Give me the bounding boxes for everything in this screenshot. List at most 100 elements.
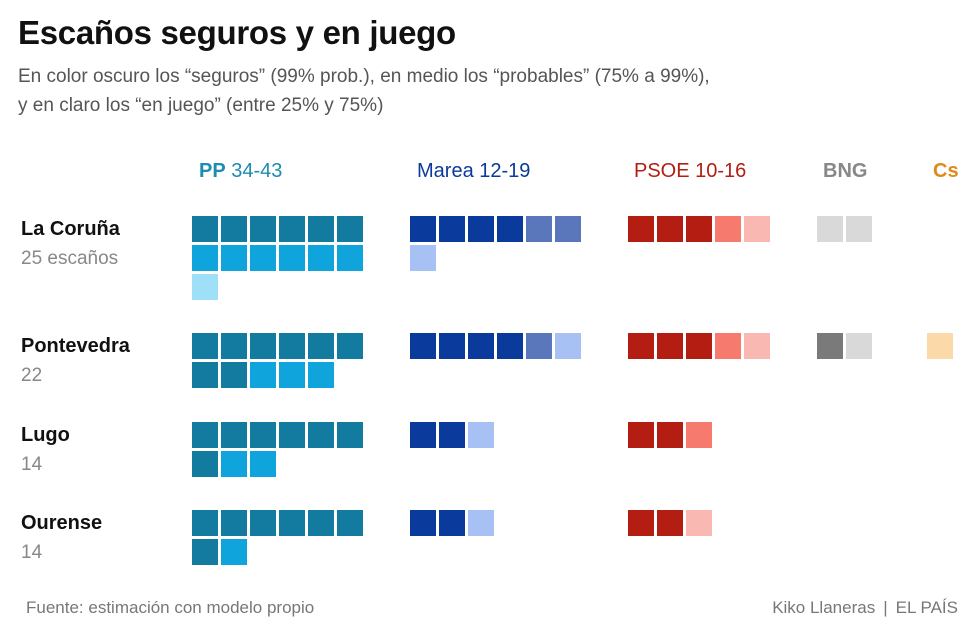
party-header-psoe: PSOE 10-16 bbox=[634, 160, 746, 183]
seat-square-marea-seguro bbox=[439, 510, 465, 536]
seat-square-pp-seguro bbox=[279, 216, 305, 242]
source-note: Fuente: estimación con modelo propio bbox=[26, 598, 315, 617]
region-seat-count: 14 bbox=[21, 454, 43, 475]
seat-square-pp-probable bbox=[279, 362, 305, 388]
seat-square-bng-seguro bbox=[817, 333, 843, 359]
seat-square-psoe-probable bbox=[715, 333, 741, 359]
seat-square-pp-seguro bbox=[221, 422, 247, 448]
seat-square-marea-seguro bbox=[468, 216, 494, 242]
party-name: PSOE bbox=[634, 160, 690, 182]
seat-square-psoe-en-juego bbox=[686, 510, 712, 536]
seat-square-marea-seguro bbox=[439, 333, 465, 359]
seat-square-psoe-probable bbox=[715, 216, 741, 242]
seat-square-pp-seguro bbox=[337, 216, 363, 242]
seat-square-psoe-seguro bbox=[657, 333, 683, 359]
seat-square-pp-seguro bbox=[279, 333, 305, 359]
credit-separator: | bbox=[883, 598, 888, 617]
chart-title: Escaños seguros y en juego bbox=[18, 14, 456, 51]
seat-square-psoe-seguro bbox=[628, 333, 654, 359]
seat-square-pp-seguro bbox=[250, 422, 276, 448]
seat-square-pp-probable bbox=[250, 362, 276, 388]
seat-square-pp-seguro bbox=[337, 422, 363, 448]
seat-square-pp-seguro bbox=[192, 216, 218, 242]
seat-square-pp-seguro bbox=[250, 333, 276, 359]
seat-square-marea-en-juego bbox=[410, 245, 436, 271]
seat-square-marea-en-juego bbox=[468, 422, 494, 448]
seat-square-pp-probable bbox=[308, 362, 334, 388]
outlet-name: EL PAÍS bbox=[895, 598, 958, 617]
seat-square-pp-probable bbox=[192, 245, 218, 271]
seat-square-bng-en-juego bbox=[846, 216, 872, 242]
party-header-marea: Marea 12-19 bbox=[417, 160, 530, 183]
seat-square-psoe-en-juego bbox=[744, 333, 770, 359]
seat-square-bng-en-juego bbox=[846, 333, 872, 359]
seat-square-psoe-seguro bbox=[686, 333, 712, 359]
region-name: Ourense bbox=[21, 512, 103, 534]
seat-square-pp-seguro bbox=[192, 539, 218, 565]
seat-square-marea-seguro bbox=[439, 422, 465, 448]
seat-square-pp-seguro bbox=[192, 333, 218, 359]
seat-square-marea-seguro bbox=[497, 216, 523, 242]
region-seat-count: 14 bbox=[21, 542, 43, 563]
seat-square-pp-seguro bbox=[308, 510, 334, 536]
seat-square-psoe-seguro bbox=[657, 422, 683, 448]
seat-square-marea-seguro bbox=[439, 216, 465, 242]
seat-square-pp-seguro bbox=[221, 333, 247, 359]
seat-square-pp-probable bbox=[279, 245, 305, 271]
chart-subtitle-line-1: En color oscuro los “seguros” (99% prob.… bbox=[18, 66, 710, 87]
party-name: Cs bbox=[933, 160, 959, 182]
seat-square-pp-seguro bbox=[221, 362, 247, 388]
seat-square-pp-seguro bbox=[308, 422, 334, 448]
seat-square-pp-seguro bbox=[337, 333, 363, 359]
region-seat-count: 25 escaños bbox=[21, 248, 119, 269]
seat-square-pp-seguro bbox=[308, 333, 334, 359]
seat-square-bng-en-juego bbox=[817, 216, 843, 242]
seat-square-pp-seguro bbox=[250, 216, 276, 242]
seat-square-psoe-seguro bbox=[657, 510, 683, 536]
region-name: La Coruña bbox=[21, 218, 120, 240]
party-seat-range: 10-16 bbox=[689, 160, 747, 182]
seat-square-marea-probable bbox=[526, 333, 552, 359]
seat-square-pp-probable bbox=[250, 245, 276, 271]
seat-square-marea-seguro bbox=[410, 216, 436, 242]
seat-square-pp-probable bbox=[221, 245, 247, 271]
seat-square-marea-seguro bbox=[497, 333, 523, 359]
seat-square-pp-seguro bbox=[192, 422, 218, 448]
seat-square-pp-seguro bbox=[192, 510, 218, 536]
credit: Kiko Llaneras | EL PAÍS bbox=[772, 598, 958, 618]
seat-square-pp-seguro bbox=[250, 510, 276, 536]
seat-square-psoe-seguro bbox=[628, 216, 654, 242]
seat-square-pp-probable bbox=[337, 245, 363, 271]
seat-square-pp-seguro bbox=[221, 510, 247, 536]
seat-square-pp-probable bbox=[221, 539, 247, 565]
author-name: Kiko Llaneras bbox=[772, 598, 876, 617]
seat-square-marea-en-juego bbox=[555, 333, 581, 359]
seat-square-marea-seguro bbox=[410, 422, 436, 448]
party-seat-range: 34-43 bbox=[225, 160, 283, 182]
chart-subtitle-line-2: y en claro los “en juego” (entre 25% y 7… bbox=[18, 95, 384, 116]
seat-square-marea-en-juego bbox=[468, 510, 494, 536]
seat-square-marea-seguro bbox=[468, 333, 494, 359]
party-header-bng: BNG bbox=[823, 160, 867, 183]
party-name: BNG bbox=[823, 160, 868, 182]
region-seat-count: 22 bbox=[21, 365, 43, 386]
seat-square-pp-en-juego bbox=[192, 274, 218, 300]
seat-square-psoe-seguro bbox=[628, 510, 654, 536]
party-header-pp: PP 34-43 bbox=[199, 160, 282, 183]
party-seat-range: 12-19 bbox=[473, 160, 531, 182]
seat-square-pp-seguro bbox=[337, 510, 363, 536]
seat-square-marea-seguro bbox=[410, 333, 436, 359]
seat-square-psoe-seguro bbox=[628, 422, 654, 448]
seat-square-psoe-en-juego bbox=[744, 216, 770, 242]
party-name: PP bbox=[199, 160, 226, 182]
seat-square-pp-probable bbox=[221, 451, 247, 477]
seat-square-cs-en-juego bbox=[927, 333, 953, 359]
seat-square-marea-probable bbox=[555, 216, 581, 242]
seat-square-marea-probable bbox=[526, 216, 552, 242]
region-name: Lugo bbox=[21, 424, 70, 446]
seat-square-pp-probable bbox=[250, 451, 276, 477]
party-name: Marea bbox=[417, 160, 474, 182]
party-header-cs: Cs bbox=[933, 160, 959, 183]
seat-square-pp-seguro bbox=[192, 362, 218, 388]
seat-square-pp-probable bbox=[308, 245, 334, 271]
